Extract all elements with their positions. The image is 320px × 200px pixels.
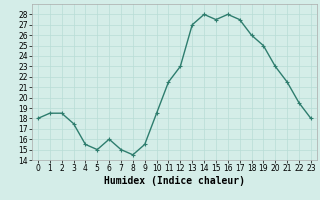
X-axis label: Humidex (Indice chaleur): Humidex (Indice chaleur): [104, 176, 245, 186]
